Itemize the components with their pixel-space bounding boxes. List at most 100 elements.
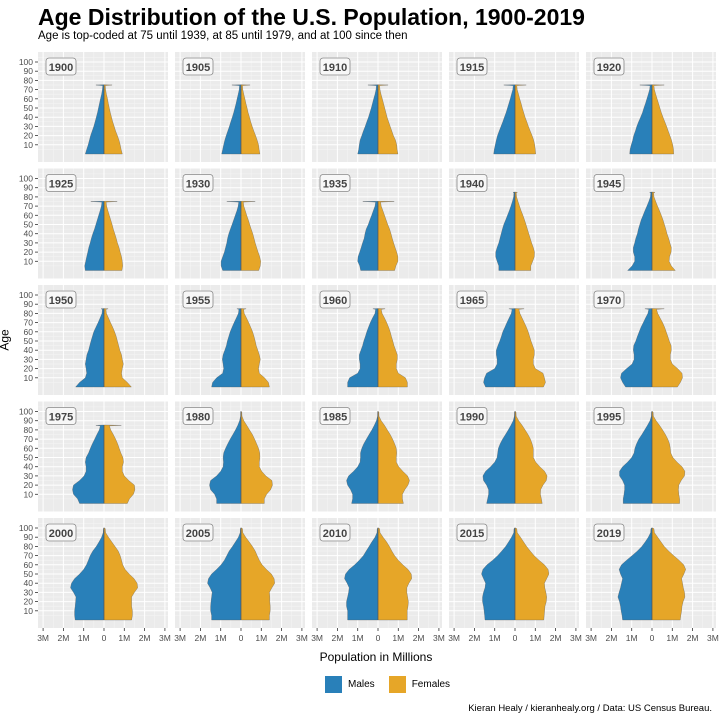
y-tick-label: 20 (24, 364, 34, 374)
y-tick-label: 20 (24, 597, 34, 607)
males-area-2000 (70, 527, 105, 621)
x-tick-label: 2M (57, 633, 69, 643)
y-tick-label: 90 (24, 66, 34, 76)
y-tick-label: 70 (24, 201, 34, 211)
panel-label-box (45, 57, 77, 76)
x-tick-label: 3M (448, 633, 460, 643)
panel-label-1960: 1960 (323, 295, 347, 307)
panel-label-box (593, 290, 625, 309)
y-tick-label: 60 (24, 210, 34, 220)
females-area-2019 (651, 527, 686, 621)
females-area-1905 (240, 84, 261, 155)
females-area-2005 (240, 527, 275, 621)
y-tick-label: 90 (24, 416, 34, 426)
panel-label-box (593, 407, 625, 425)
x-tick-label: 3M (296, 633, 308, 643)
panel-label-1955: 1955 (186, 295, 210, 307)
x-axis-title: Population in Millions (319, 650, 433, 664)
panel-label-box (182, 174, 214, 192)
males-area-1930 (220, 201, 242, 271)
males-area-2019 (617, 527, 653, 621)
y-tick-label: 80 (24, 75, 34, 85)
panel-label-1945: 1945 (597, 179, 621, 191)
panel-label-box (593, 57, 625, 76)
panel-label-box (45, 174, 77, 192)
panel-label-box (45, 407, 77, 425)
females-area-1990 (514, 410, 548, 504)
x-tick-label: 0 (650, 633, 655, 643)
x-tick-label: 3M (159, 633, 171, 643)
males-area-2010 (344, 527, 379, 621)
y-tick-label: 90 (24, 299, 34, 309)
males-area-1945 (627, 191, 653, 271)
panel-label-2019: 2019 (597, 528, 621, 540)
chart-caption: Kieran Healy / kieranhealy.org / Data: U… (468, 703, 712, 714)
females-area-1925 (103, 201, 123, 271)
x-tick-label: 3M (707, 633, 719, 643)
x-tick-label: 0 (376, 633, 381, 643)
males-area-1970 (620, 308, 653, 388)
males-area-1995 (619, 411, 653, 504)
males-area-1955 (211, 308, 242, 388)
y-tick-label: 10 (24, 606, 34, 616)
females-area-1900 (103, 84, 123, 155)
males-area-1960 (347, 308, 379, 388)
y-tick-label: 80 (24, 192, 34, 202)
females-area-1950 (103, 308, 132, 388)
x-tick-label: 3M (570, 633, 582, 643)
males-area-1935 (357, 201, 379, 271)
females-area-2010 (377, 527, 412, 621)
females-area-1995 (651, 410, 686, 504)
y-tick-label: 50 (24, 453, 34, 463)
females-area-1915 (514, 84, 536, 155)
females-area-2015 (514, 527, 550, 621)
panel-label-box (45, 523, 77, 542)
x-tick-label: 2M (687, 633, 699, 643)
y-tick-label: 60 (24, 327, 34, 337)
females-area-1930 (240, 201, 261, 271)
x-tick-label: 3M (37, 633, 49, 643)
legend-label-males: Males (348, 679, 375, 690)
y-tick-label: 90 (24, 183, 34, 193)
males-area-1910 (357, 84, 379, 155)
males-area-1900 (85, 84, 105, 155)
panel-label-box (182, 290, 214, 309)
females-area-1945 (651, 191, 676, 271)
y-tick-label: 20 (24, 131, 34, 141)
panel-label-2000: 2000 (49, 528, 73, 540)
legend-swatch-males (325, 676, 342, 693)
males-area-1965 (483, 308, 516, 388)
legend-item-females: Females (388, 676, 450, 693)
panel-label-1970: 1970 (597, 295, 621, 307)
panel-label-1940: 1940 (460, 179, 484, 191)
panel-label-box (319, 523, 351, 542)
y-tick-label: 70 (24, 434, 34, 444)
females-area-1940 (514, 191, 535, 271)
y-tick-label: 30 (24, 587, 34, 597)
y-tick-label: 30 (24, 354, 34, 364)
males-area-1925 (84, 201, 105, 271)
panel-label-1920: 1920 (597, 62, 621, 74)
y-tick-label: 30 (24, 471, 34, 481)
males-area-1950 (75, 308, 105, 388)
y-tick-label: 50 (24, 569, 34, 579)
y-tick-label: 80 (24, 425, 34, 435)
panel-label-box (456, 407, 488, 425)
y-tick-label: 70 (24, 551, 34, 561)
x-tick-label: 2M (468, 633, 480, 643)
panel-label-1935: 1935 (323, 179, 347, 191)
panel-label-box (319, 57, 351, 76)
y-tick-label: 20 (24, 247, 34, 257)
y-tick-label: 100 (19, 57, 33, 67)
panel-label-2010: 2010 (323, 528, 347, 540)
x-tick-label: 1M (215, 633, 227, 643)
x-tick-label: 1M (118, 633, 130, 643)
panel-label-1995: 1995 (597, 412, 621, 424)
y-tick-label: 100 (19, 523, 33, 533)
x-tick-label: 3M (311, 633, 323, 643)
y-tick-label: 30 (24, 121, 34, 131)
females-area-1960 (377, 308, 408, 388)
y-tick-label: 100 (19, 174, 33, 184)
y-tick-label: 40 (24, 578, 34, 588)
females-area-1910 (377, 84, 399, 155)
